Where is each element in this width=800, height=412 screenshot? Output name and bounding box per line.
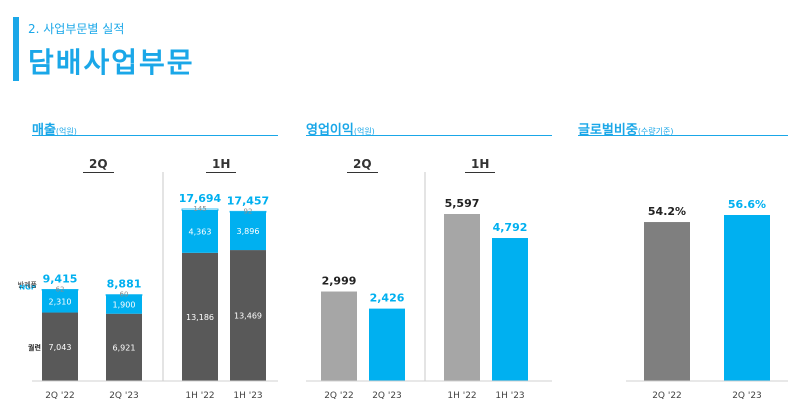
sales-title: 매출 xyxy=(32,123,56,138)
global-share-section-divider xyxy=(578,135,788,136)
sales-total-label: 17,457 xyxy=(227,194,269,207)
global-share-section-title: 글로벌비중(수량기준) xyxy=(578,119,674,138)
page-title: 담배사업부문 xyxy=(28,46,195,79)
legend-semi-finished: 반제품 xyxy=(18,280,38,289)
profit-bar xyxy=(369,308,405,381)
sales-bar-segment xyxy=(105,294,143,296)
title-accent-bar xyxy=(13,17,19,81)
share-x-tick-label: 2Q '22 xyxy=(652,391,682,401)
profit-bar xyxy=(444,214,480,381)
profit-value-label: 5,597 xyxy=(445,197,480,210)
sales-segment-label: 3,896 xyxy=(237,227,260,236)
sales-segment-label: 2,310 xyxy=(49,297,72,306)
operating-profit-unit: (억원) xyxy=(353,127,375,136)
sales-period-1h: 1H xyxy=(206,157,237,173)
sales-segment-label: 62 xyxy=(56,285,65,293)
profit-value-label: 4,792 xyxy=(493,221,528,234)
sales-bar-segment xyxy=(230,212,266,251)
global-share-unit: (수량기준) xyxy=(637,127,674,136)
share-bar xyxy=(644,222,690,381)
profit-x-tick-label: 2Q '22 xyxy=(324,391,354,401)
profit-x-tick-label: 2Q '23 xyxy=(372,391,402,401)
sales-bar-segment xyxy=(42,312,78,381)
sales-total-label: 17,694 xyxy=(179,192,222,205)
profit-bar xyxy=(492,238,528,381)
sales-section-divider xyxy=(32,135,278,136)
sales-segment-label: 7,043 xyxy=(49,343,72,352)
sales-bar-segment xyxy=(42,290,78,313)
sales-segment-label: 13,469 xyxy=(234,312,262,321)
sales-segment-label: 1,900 xyxy=(113,300,136,309)
legend-cigarette: 궐련 xyxy=(28,343,41,352)
profit-value-label: 2,426 xyxy=(370,292,405,305)
sales-bar-segment xyxy=(41,289,79,291)
sales-bar-segment xyxy=(230,250,266,381)
profit-period-2q: 2Q xyxy=(347,157,378,173)
share-x-tick-label: 2Q '23 xyxy=(732,391,762,401)
sales-bar-segment xyxy=(181,208,219,211)
sales-segment-label: 6,921 xyxy=(113,343,136,352)
sales-segment-label: 4,363 xyxy=(189,228,212,237)
sales-bar-segment xyxy=(106,295,142,314)
sales-segment-label: 92 xyxy=(244,207,253,215)
sales-bar-segment xyxy=(182,210,218,253)
legend-ngp: NGP xyxy=(19,283,36,291)
share-bar xyxy=(724,215,770,381)
profit-bar xyxy=(321,291,357,381)
sales-total-label: 8,881 xyxy=(107,278,142,291)
sales-section-title: 매출(억원) xyxy=(32,119,77,138)
sales-x-tick-label: 2Q '22 xyxy=(45,391,75,401)
sales-segment-label: 13,186 xyxy=(186,313,214,322)
profit-value-label: 2,999 xyxy=(322,275,357,288)
sales-bar-segment xyxy=(229,210,267,213)
profit-x-tick-label: 1H '23 xyxy=(495,391,524,401)
sales-x-tick-label: 2Q '23 xyxy=(109,391,139,401)
share-value-label: 54.2% xyxy=(648,205,686,218)
sales-segment-label: 145 xyxy=(193,205,206,213)
sales-unit: (억원) xyxy=(55,127,77,136)
operating-profit-title: 영업이익 xyxy=(306,123,354,138)
page-subtitle: 2. 사업부문별 실적 xyxy=(28,22,125,36)
profit-x-tick-label: 1H '22 xyxy=(447,391,476,401)
share-value-label: 56.6% xyxy=(728,198,766,211)
sales-period-2q: 2Q xyxy=(83,157,114,173)
operating-profit-section-divider xyxy=(306,135,552,136)
profit-period-1h: 1H xyxy=(465,157,496,173)
sales-x-tick-label: 1H '23 xyxy=(233,391,262,401)
global-share-title: 글로벌비중 xyxy=(578,123,638,138)
sales-segment-label: 60 xyxy=(120,291,129,299)
sales-bar-segment xyxy=(182,252,218,381)
sales-x-tick-label: 1H '22 xyxy=(185,391,214,401)
sales-total-label: 9,415 xyxy=(43,272,78,285)
sales-bar-segment xyxy=(106,313,142,381)
operating-profit-section-title: 영업이익(억원) xyxy=(306,119,375,138)
